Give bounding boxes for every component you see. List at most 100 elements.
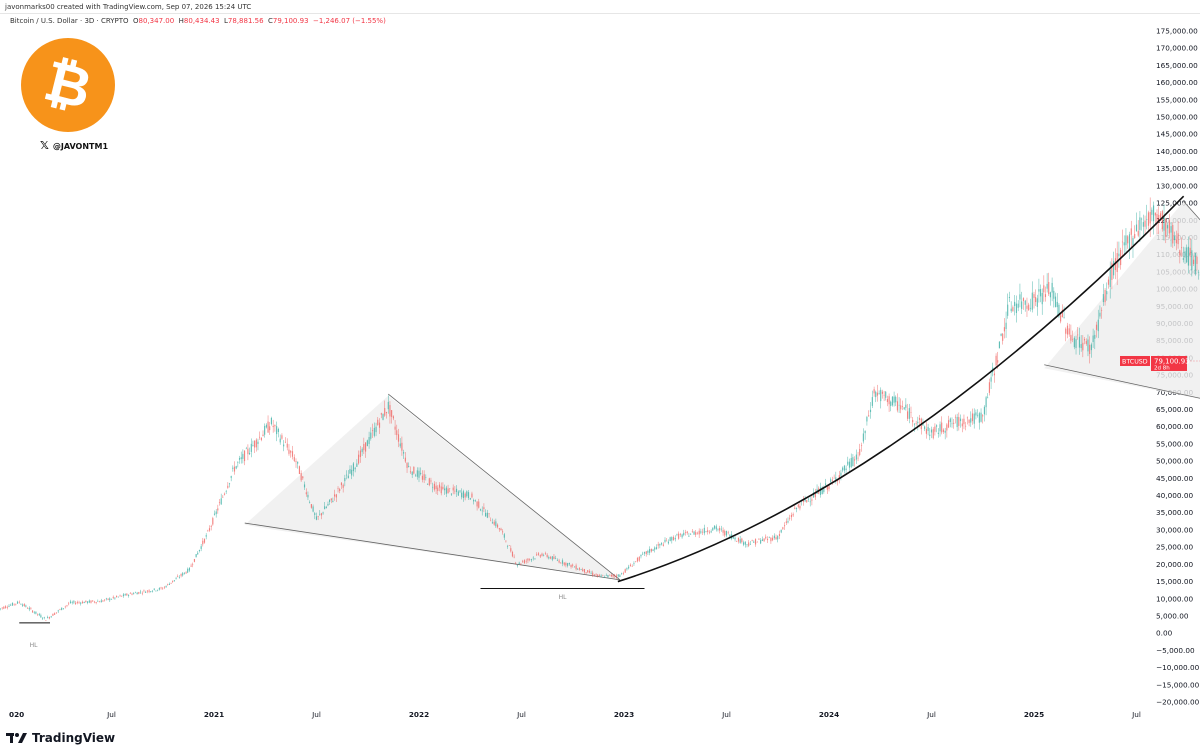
candle-body bbox=[351, 469, 353, 476]
candle-body bbox=[693, 531, 695, 535]
candle-body bbox=[483, 507, 485, 510]
candle-body bbox=[1002, 333, 1004, 341]
candle-body bbox=[896, 401, 899, 411]
candle-body bbox=[222, 496, 224, 498]
candle-body bbox=[1007, 304, 1009, 316]
y-tick-label: 50,000.00 bbox=[1156, 457, 1193, 466]
candle-body bbox=[269, 426, 271, 431]
y-tick-label: 145,000.00 bbox=[1156, 130, 1198, 139]
candle-body bbox=[38, 613, 40, 616]
candle-body bbox=[317, 516, 319, 517]
candle-body bbox=[462, 491, 465, 498]
candle-body bbox=[1128, 234, 1131, 251]
candle-body bbox=[155, 590, 157, 592]
candle-body bbox=[541, 553, 543, 556]
candle-body bbox=[11, 603, 14, 606]
candle-body bbox=[358, 454, 360, 464]
candle-body bbox=[864, 430, 866, 434]
candle-body bbox=[990, 377, 992, 382]
candle-body bbox=[573, 566, 576, 568]
created-by-text: javonmarks00 created with TradingView.co… bbox=[5, 3, 252, 11]
candle-body bbox=[696, 532, 699, 534]
candle-body bbox=[792, 514, 794, 516]
candle-body bbox=[173, 580, 176, 581]
candle-body bbox=[129, 593, 131, 594]
candle-body bbox=[885, 391, 887, 398]
hl-label: HL bbox=[559, 594, 568, 601]
candle-body bbox=[1104, 289, 1106, 303]
candle-body bbox=[124, 594, 126, 596]
candle-body bbox=[423, 474, 425, 480]
candle-body bbox=[157, 589, 159, 591]
candle-body bbox=[970, 418, 972, 423]
candle-body bbox=[603, 577, 606, 578]
candle-body bbox=[744, 541, 746, 545]
candle-body bbox=[1048, 282, 1050, 295]
candle-body bbox=[520, 563, 522, 565]
candle-body bbox=[712, 527, 714, 531]
candle-body bbox=[690, 533, 692, 535]
candle-body bbox=[850, 458, 852, 467]
candle-body bbox=[859, 449, 861, 456]
candle-body bbox=[158, 588, 160, 590]
candle-body bbox=[203, 538, 206, 543]
candle-body bbox=[478, 501, 480, 508]
candle-body bbox=[713, 525, 716, 529]
candle-body bbox=[736, 541, 738, 542]
candle-body bbox=[279, 438, 281, 443]
candle-body bbox=[505, 540, 507, 542]
candle-body bbox=[683, 532, 685, 536]
candle-body bbox=[240, 457, 242, 460]
candle-body bbox=[543, 555, 545, 556]
candle-body bbox=[700, 531, 702, 533]
y-tick-label: −10,000.00 bbox=[1156, 663, 1200, 672]
candle-body bbox=[104, 599, 106, 601]
candle-body bbox=[875, 391, 877, 398]
candle-body bbox=[163, 586, 166, 588]
candle-body bbox=[1026, 305, 1028, 309]
candle-body bbox=[272, 425, 274, 428]
candle-body bbox=[309, 502, 311, 503]
candle-body bbox=[298, 466, 301, 475]
candle-body bbox=[787, 521, 789, 523]
candle-body bbox=[76, 602, 78, 603]
candle-body bbox=[1070, 334, 1072, 341]
candle-body bbox=[188, 567, 190, 571]
candle-body bbox=[530, 559, 533, 561]
candle-body bbox=[61, 607, 63, 611]
candle-body bbox=[758, 538, 760, 540]
candle-body bbox=[334, 494, 336, 497]
candle-body bbox=[243, 450, 246, 462]
candle-body bbox=[534, 558, 536, 560]
candle-body bbox=[942, 429, 945, 432]
candle-body bbox=[1101, 309, 1103, 311]
candle-body bbox=[491, 522, 494, 524]
candle-body bbox=[200, 546, 202, 549]
high-value: 80,434.43 bbox=[183, 17, 220, 25]
candle-body bbox=[840, 472, 842, 476]
candle-body bbox=[621, 573, 623, 574]
candle-body bbox=[518, 562, 520, 564]
candle-body bbox=[842, 467, 844, 471]
candle-body bbox=[1141, 218, 1143, 220]
candle-body bbox=[954, 416, 957, 418]
candle-body bbox=[628, 566, 630, 569]
candle-body bbox=[500, 528, 502, 531]
candle-body bbox=[773, 535, 775, 539]
candle-body bbox=[373, 427, 375, 436]
candle-body bbox=[170, 582, 172, 584]
candle-body bbox=[1154, 212, 1156, 216]
candle-body bbox=[151, 590, 154, 592]
candle-body bbox=[217, 508, 219, 511]
candle-body bbox=[708, 531, 711, 533]
candle-body bbox=[799, 505, 801, 509]
candle-body bbox=[936, 425, 938, 427]
candle-body bbox=[626, 568, 628, 570]
y-tick-label: 15,000.00 bbox=[1156, 577, 1193, 586]
candle-body bbox=[1109, 269, 1111, 288]
high-label: H bbox=[178, 17, 184, 25]
handle-text: @JAVONTM1 bbox=[52, 142, 109, 151]
trend-line bbox=[387, 393, 621, 581]
candle-body bbox=[213, 513, 216, 515]
candle-body bbox=[1085, 341, 1087, 344]
